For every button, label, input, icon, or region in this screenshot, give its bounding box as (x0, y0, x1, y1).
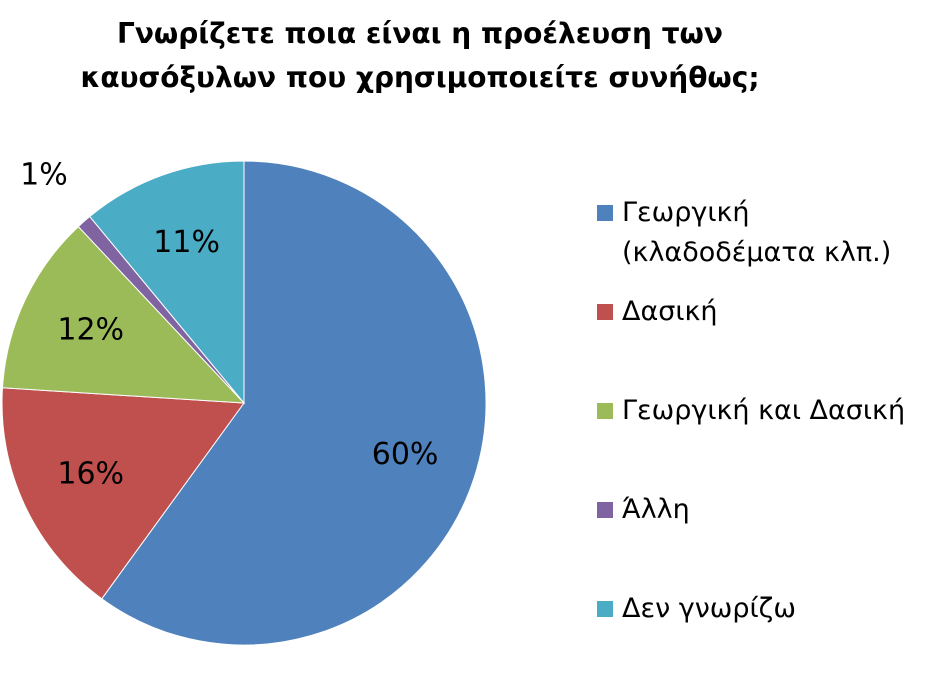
legend-label: Δεν γνωρίζω (622, 593, 796, 624)
legend-swatch (597, 304, 613, 320)
data-label: 12% (57, 312, 124, 347)
legend-item: Γεωργική και Δασική (597, 391, 912, 431)
data-label: 60% (372, 437, 439, 472)
legend-swatch (597, 502, 613, 518)
legend-item: Δασική (597, 292, 912, 332)
legend-label: Γεωργική (κλαδοδέματα κλπ.) (622, 197, 892, 268)
legend-swatch (597, 205, 613, 221)
legend-label: Δασική (622, 296, 718, 327)
legend-label: Άλλη (622, 494, 690, 525)
legend-swatch (597, 601, 613, 617)
legend-item: Δεν γνωρίζω (597, 589, 912, 629)
legend-swatch (597, 403, 613, 419)
pie-slice (1, 225, 246, 404)
legend-label: Γεωργική και Δασική (622, 395, 906, 426)
legend-item: Άλλη (597, 490, 912, 530)
data-label: 1% (20, 158, 68, 193)
legend-item: Γεωργική (κλαδοδέματα κλπ.) (597, 193, 912, 273)
pie-slice (1, 387, 245, 600)
pie-slice (89, 160, 245, 405)
data-label: 11% (153, 225, 220, 260)
pie-slice (101, 160, 487, 646)
chart-title: Γνωρίζετε ποια είναι η προέλευση των καυ… (80, 17, 760, 94)
data-label: 16% (57, 457, 124, 492)
